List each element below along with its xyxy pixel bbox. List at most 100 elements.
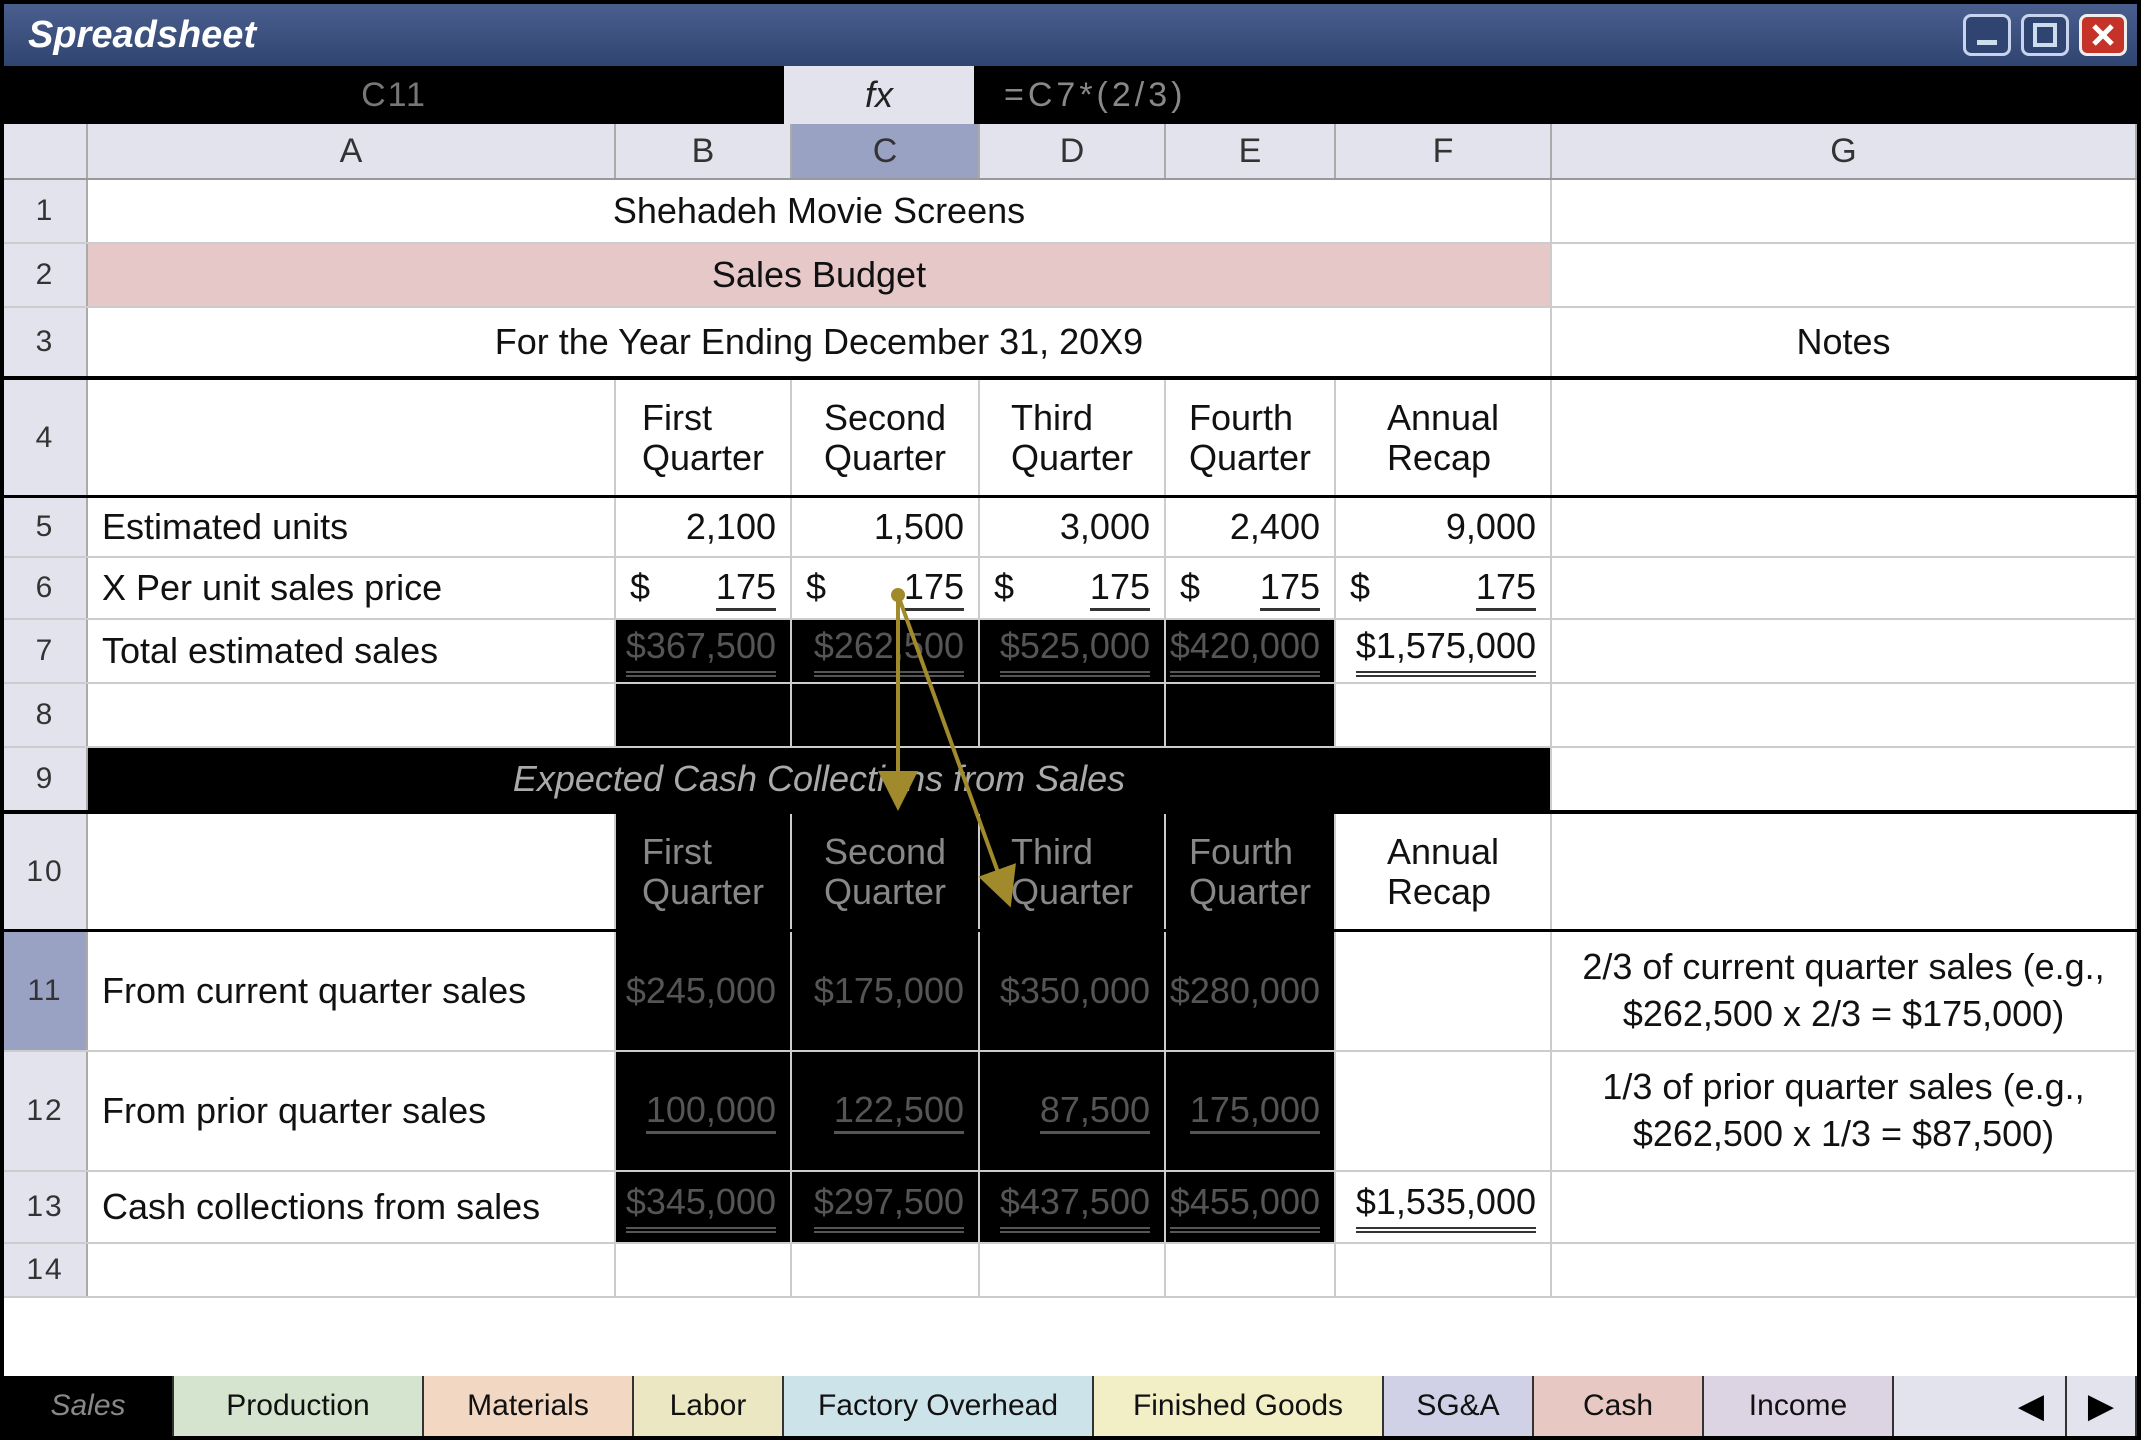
cell-g6[interactable] [1552,558,2137,618]
cell-e8[interactable] [1166,684,1336,746]
cell-f10[interactable]: AnnualRecap [1336,814,1552,929]
cell-b8[interactable] [616,684,792,746]
cell-a8[interactable] [88,684,616,746]
cell-band-9[interactable]: Expected Cash Collections from Sales [88,748,1552,810]
row-header-10[interactable]: 10 [4,814,88,929]
cell-f6[interactable]: $175 [1336,558,1552,618]
row-header-14[interactable]: 14 [4,1244,88,1296]
col-header-f[interactable]: F [1336,124,1552,178]
row-header-8[interactable]: 8 [4,684,88,746]
cell-g8[interactable] [1552,684,2137,746]
cell-f4[interactable]: AnnualRecap [1336,380,1552,495]
row-header-12[interactable]: 12 [4,1052,88,1170]
sheet-tab-sales[interactable]: Sales [4,1376,174,1436]
cell-a11[interactable]: From current quarter sales [88,932,616,1050]
cell-g4[interactable] [1552,380,2137,495]
cell-e11[interactable]: $280,000 [1166,932,1336,1050]
row-header-2[interactable]: 2 [4,244,88,306]
cell-b6[interactable]: $175 [616,558,792,618]
tab-scroll-right-button[interactable] [2067,1376,2137,1436]
cell-f13[interactable]: $1,535,000 [1336,1172,1552,1242]
cell-title2[interactable]: Sales Budget [88,244,1552,306]
sheet-tab-finished-goods[interactable]: Finished Goods [1094,1376,1384,1436]
fx-button[interactable]: fx [784,66,974,124]
row-header-11[interactable]: 11 [4,932,88,1050]
col-header-d[interactable]: D [980,124,1166,178]
col-header-g[interactable]: G [1552,124,2137,178]
cell-g1[interactable] [1552,180,2137,242]
maximize-button[interactable] [2021,14,2069,56]
cell-c10[interactable]: SecondQuarter [792,814,980,929]
cell-a10[interactable] [88,814,616,929]
sheet-tab-sga[interactable]: SG&A [1384,1376,1534,1436]
cell-f11[interactable] [1336,932,1552,1050]
cell-b11[interactable]: $245,000 [616,932,792,1050]
cell-a7[interactable]: Total estimated sales [88,620,616,682]
sheet-tab-income[interactable]: Income [1704,1376,1894,1436]
minimize-button[interactable] [1963,14,2011,56]
row-header-4[interactable]: 4 [4,380,88,495]
cell-d4[interactable]: ThirdQuarter [980,380,1166,495]
cell-title1[interactable]: Shehadeh Movie Screens [88,180,1552,242]
cell-a5[interactable]: Estimated units [88,498,616,556]
col-header-b[interactable]: B [616,124,792,178]
cell-d8[interactable] [980,684,1166,746]
cell-g7[interactable] [1552,620,2137,682]
cell-e6[interactable]: $175 [1166,558,1336,618]
cell-a6[interactable]: X Per unit sales price [88,558,616,618]
cell-d14[interactable] [980,1244,1166,1296]
cell-b10[interactable]: FirstQuarter [616,814,792,929]
cell-b13[interactable]: $345,000 [616,1172,792,1242]
cell-f7[interactable]: $1,575,000 [1336,620,1552,682]
cell-g14[interactable] [1552,1244,2137,1296]
col-header-c[interactable]: C [792,124,980,178]
cell-f14[interactable] [1336,1244,1552,1296]
row-header-6[interactable]: 6 [4,558,88,618]
col-header-e[interactable]: E [1166,124,1336,178]
cell-g11[interactable]: 2/3 of current quarter sales (e.g., $262… [1552,932,2137,1050]
cell-c7[interactable]: $262,500 [792,620,980,682]
cell-e12[interactable]: 175,000 [1166,1052,1336,1170]
cell-e4[interactable]: FourthQuarter [1166,380,1336,495]
cell-c8[interactable] [792,684,980,746]
row-header-13[interactable]: 13 [4,1172,88,1242]
sheet-tab-materials[interactable]: Materials [424,1376,634,1436]
cell-b12[interactable]: 100,000 [616,1052,792,1170]
sheet-tab-cash[interactable]: Cash [1534,1376,1704,1436]
cell-a4[interactable] [88,380,616,495]
cell-g5[interactable] [1552,498,2137,556]
cell-d13[interactable]: $437,500 [980,1172,1166,1242]
cell-f5[interactable]: 9,000 [1336,498,1552,556]
cell-b7[interactable]: $367,500 [616,620,792,682]
tab-scroll-left-button[interactable] [1997,1376,2067,1436]
cell-e10[interactable]: FourthQuarter [1166,814,1336,929]
cell-c14[interactable] [792,1244,980,1296]
cell-g2[interactable] [1552,244,2137,306]
cell-a14[interactable] [88,1244,616,1296]
col-header-a[interactable]: A [88,124,616,178]
cell-title3[interactable]: For the Year Ending December 31, 20X9 [88,308,1552,376]
cell-d10[interactable]: ThirdQuarter [980,814,1166,929]
cell-c4[interactable]: SecondQuarter [792,380,980,495]
cell-b14[interactable] [616,1244,792,1296]
cell-d7[interactable]: $525,000 [980,620,1166,682]
cell-f12[interactable] [1336,1052,1552,1170]
cell-d12[interactable]: 87,500 [980,1052,1166,1170]
cell-g13[interactable] [1552,1172,2137,1242]
cell-c6[interactable]: $175 [792,558,980,618]
name-box[interactable]: C11 [4,66,784,124]
cell-c11[interactable]: $175,000 [792,932,980,1050]
cell-d11[interactable]: $350,000 [980,932,1166,1050]
formula-input[interactable]: =C7*(2/3) [974,66,2137,124]
close-button[interactable] [2079,14,2127,56]
row-header-1[interactable]: 1 [4,180,88,242]
cell-a13[interactable]: Cash collections from sales [88,1172,616,1242]
cell-c5[interactable]: 1,500 [792,498,980,556]
row-header-3[interactable]: 3 [4,308,88,376]
cell-c12[interactable]: 122,500 [792,1052,980,1170]
cell-e13[interactable]: $455,000 [1166,1172,1336,1242]
sheet-tab-production[interactable]: Production [174,1376,424,1436]
select-all-corner[interactable] [4,124,88,178]
row-header-9[interactable]: 9 [4,748,88,810]
cell-c13[interactable]: $297,500 [792,1172,980,1242]
